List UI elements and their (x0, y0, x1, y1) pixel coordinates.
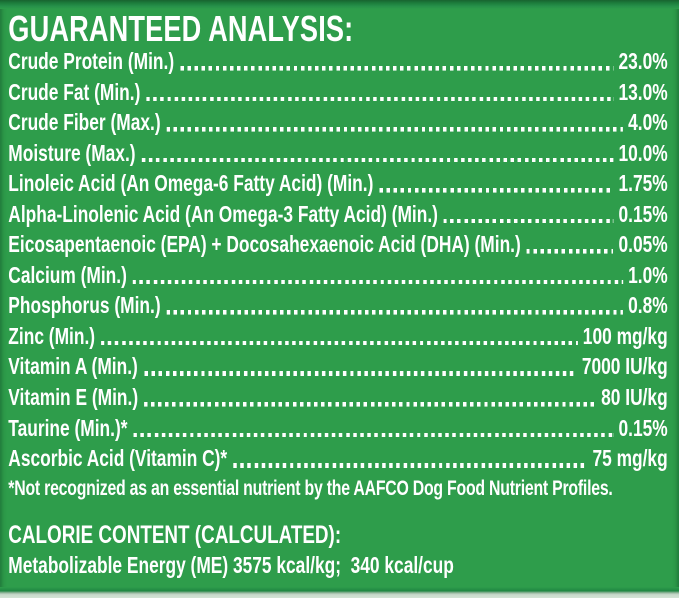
nutrient-value: 100 mg/kg (582, 322, 668, 349)
nutrient-value: 7000 IU/kg (581, 353, 668, 380)
dot-leader (443, 218, 614, 224)
table-row: Zinc (Min.) 100 mg/kg (8, 321, 667, 352)
nutrient-label: Zinc (Min.) (8, 322, 96, 349)
dot-leader (132, 279, 623, 285)
dot-leader (146, 96, 614, 102)
table-row: Taurine (Min.)* 0.15% (8, 413, 667, 444)
nutrient-value: 0.8% (628, 292, 668, 319)
nutrient-label: Alpha-Linolenic Acid (An Omega-3 Fatty A… (8, 200, 438, 227)
label-content: GUARANTEED ANALYSIS: Crude Protein (Min.… (0, 9, 679, 580)
nutrient-value: 1.75% (618, 170, 668, 197)
table-row: Crude Protein (Min.) 23.0% (8, 46, 667, 77)
table-row: Linoleic Acid (An Omega-6 Fatty Acid) (M… (8, 168, 667, 199)
nutrient-label: Calcium (Min.) (8, 261, 127, 288)
nutrient-label: Crude Fiber (Max.) (8, 109, 161, 136)
label-bottom-edge (0, 587, 679, 598)
nutrient-value: 0.05% (618, 231, 668, 258)
table-row: Crude Fat (Min.) 13.0% (8, 77, 667, 108)
calorie-content-title: CALORIE CONTENT (CALCULATED): (8, 520, 342, 549)
table-row: Moisture (Max.) 10.0% (8, 138, 667, 169)
metabolizable-energy-line: Metabolizable Energy (ME) 3575 kcal/kg; … (8, 551, 454, 578)
calorie-content-section: CALORIE CONTENT (CALCULATED): Metaboliza… (8, 520, 667, 580)
nutrient-value: 0.15% (618, 414, 668, 441)
nutrient-value: 23.0% (618, 48, 668, 74)
dot-leader (101, 340, 578, 346)
nutrient-label: Crude Fat (Min.) (8, 78, 141, 105)
nutrient-value: 75 mg/kg (592, 445, 668, 472)
nutrient-label: Linoleic Acid (An Omega-6 Fatty Acid) (M… (8, 170, 374, 197)
label-top-edge (0, 0, 679, 9)
analysis-table: Crude Protein (Min.) 23.0% Crude Fat (Mi… (8, 46, 667, 474)
dot-leader (166, 127, 623, 132)
dot-leader (133, 432, 614, 438)
nutrient-value: 80 IU/kg (601, 384, 668, 411)
table-row: Eicosapentaenoic (EPA) + Docosahexaenoic… (8, 229, 667, 260)
table-row: Phosphorus (Min.) 0.8% (8, 290, 667, 321)
dot-leader (180, 65, 614, 71)
table-row: Crude Fiber (Max.) 4.0% (8, 107, 667, 138)
nutrient-label: Eicosapentaenoic (EPA) + Docosahexaenoic… (8, 231, 521, 258)
dot-leader (144, 401, 596, 407)
table-row: Vitamin E (Min.) 80 IU/kg (8, 382, 667, 413)
dot-leader (141, 157, 614, 163)
nutrient-label: Ascorbic Acid (Vitamin C)* (8, 445, 228, 472)
table-row: Calcium (Min.) 1.0% (8, 260, 667, 291)
nutrient-value: 4.0% (628, 109, 668, 136)
guaranteed-analysis-title: GUARANTEED ANALYSIS: (8, 8, 354, 49)
table-row: Vitamin A (Min.) 7000 IU/kg (8, 351, 667, 382)
nutrient-label: Phosphorus (Min.) (8, 292, 161, 319)
nutrient-value: 1.0% (628, 261, 668, 288)
nutrient-value: 0.15% (618, 200, 668, 227)
nutrient-value: 10.0% (618, 139, 668, 166)
table-row: Ascorbic Acid (Vitamin C)* 75 mg/kg (8, 443, 667, 474)
dot-leader (526, 249, 614, 254)
dot-leader (379, 188, 614, 193)
nutrient-label: Vitamin A (Min.) (8, 353, 138, 380)
dot-leader (233, 463, 588, 468)
nutrient-label: Crude Protein (Min.) (8, 48, 175, 74)
dot-leader (143, 371, 577, 377)
nutrient-label: Moisture (Max.) (8, 139, 136, 166)
aafco-footnote: *Not recognized as an essential nutrient… (8, 476, 613, 500)
nutrient-label: Vitamin E (Min.) (8, 384, 139, 411)
table-row: Alpha-Linolenic Acid (An Omega-3 Fatty A… (8, 199, 667, 230)
dot-leader (166, 310, 623, 315)
nutrient-value: 13.0% (618, 78, 668, 105)
nutrient-label: Taurine (Min.)* (8, 414, 128, 441)
